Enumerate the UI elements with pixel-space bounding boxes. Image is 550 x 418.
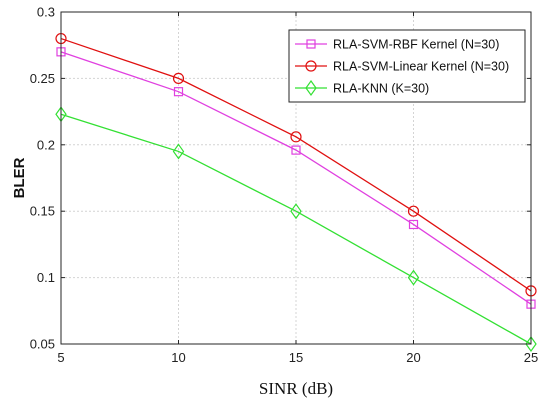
data-point-marker [407,205,420,217]
y-tick-label: 0.25 [30,71,55,86]
x-tick-label: 10 [171,350,185,365]
x-tick-label: 20 [406,350,420,365]
x-tick-label: 25 [524,350,538,365]
legend-swatch-marker [305,79,317,97]
legend-box [288,29,526,103]
x-tick-label: 15 [289,350,303,365]
data-point-marker [172,143,185,160]
legend-item: RLA-SVM-Linear Kernel (N=30) [295,60,509,74]
legend-label: RLA-SVM-RBF Kernel (N=30) [333,38,499,52]
legend: RLA-SVM-RBF Kernel (N=30) RLA-SVM-Linear … [288,29,526,103]
y-tick-label: 0.05 [30,337,55,352]
legend-swatch-marker [305,60,317,72]
ticks: 5 10 15 20 25 0.05 0.1 0.15 0.2 0.25 0.3 [30,5,539,366]
series-line [60,113,532,345]
data-point-marker [407,269,420,286]
y-tick-label: 0.1 [37,270,55,285]
legend-label: RLA-SVM-Linear Kernel (N=30) [333,60,509,74]
data-point-marker [525,335,537,353]
x-tick-label: 5 [57,350,64,365]
y-tick-label: 0.15 [30,204,55,219]
grid [61,12,531,344]
legend-item: RLA-SVM-RBF Kernel (N=30) [295,38,499,52]
y-tick-label: 0.2 [37,137,55,152]
y-tick-label: 0.3 [37,5,55,20]
data-point-marker [173,87,184,97]
series-line [60,37,532,292]
legend-swatch-marker [306,39,316,49]
series-3 [55,106,537,353]
legend-item: RLA-KNN (K=30) [295,79,429,97]
data-point-marker [290,203,302,220]
data-point-marker [172,72,185,85]
data-point-marker [290,131,302,143]
series-line [60,51,532,305]
x-axis-label: SINR (dB) [259,379,333,398]
y-axis-label: BLER [11,157,28,198]
data-point-marker [408,219,419,230]
legend-label: RLA-KNN (K=30) [333,82,429,96]
data-point-marker [291,145,301,155]
